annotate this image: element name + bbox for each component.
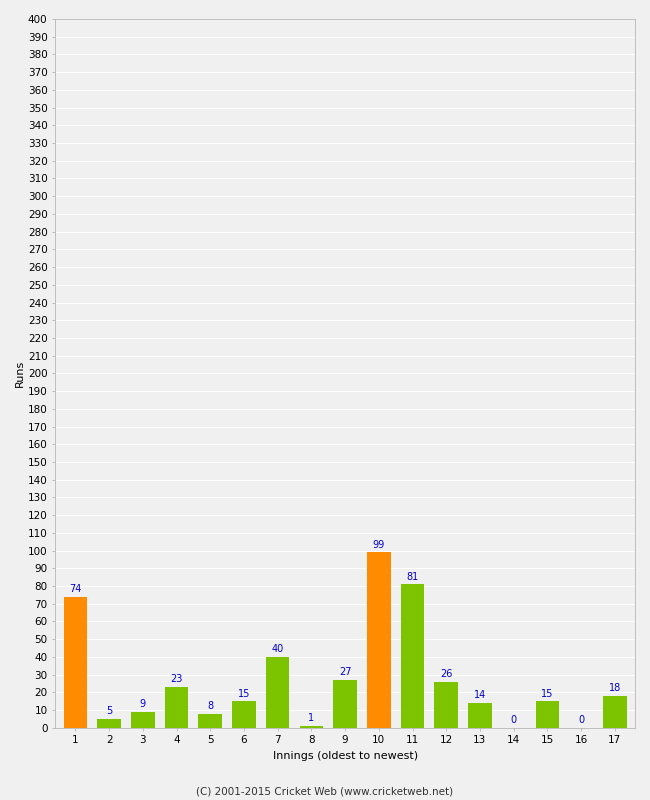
Bar [434, 682, 458, 728]
Text: 1: 1 [308, 714, 315, 723]
Y-axis label: Runs: Runs [15, 360, 25, 387]
Text: 0: 0 [511, 715, 517, 725]
Text: 14: 14 [474, 690, 486, 700]
Text: (C) 2001-2015 Cricket Web (www.cricketweb.net): (C) 2001-2015 Cricket Web (www.cricketwe… [196, 786, 454, 796]
Bar [468, 703, 492, 728]
Bar [64, 597, 87, 728]
Text: 27: 27 [339, 667, 352, 678]
Bar [603, 696, 627, 728]
Bar [300, 726, 323, 728]
Text: 40: 40 [272, 644, 284, 654]
Text: 8: 8 [207, 701, 213, 711]
Text: 81: 81 [406, 572, 419, 582]
Bar [98, 719, 121, 728]
X-axis label: Innings (oldest to newest): Innings (oldest to newest) [272, 751, 418, 761]
Text: 0: 0 [578, 715, 584, 725]
Bar [266, 657, 289, 728]
Text: 15: 15 [541, 689, 554, 698]
Bar [164, 687, 188, 728]
Text: 26: 26 [440, 669, 452, 679]
Bar [131, 712, 155, 728]
Bar [536, 702, 559, 728]
Bar [333, 680, 357, 728]
Text: 18: 18 [608, 683, 621, 694]
Text: 9: 9 [140, 699, 146, 709]
Text: 23: 23 [170, 674, 183, 684]
Text: 99: 99 [372, 540, 385, 550]
Text: 5: 5 [106, 706, 112, 716]
Bar [367, 552, 391, 728]
Bar [198, 714, 222, 728]
Bar [400, 584, 424, 728]
Text: 74: 74 [69, 584, 82, 594]
Bar [232, 702, 255, 728]
Text: 15: 15 [238, 689, 250, 698]
